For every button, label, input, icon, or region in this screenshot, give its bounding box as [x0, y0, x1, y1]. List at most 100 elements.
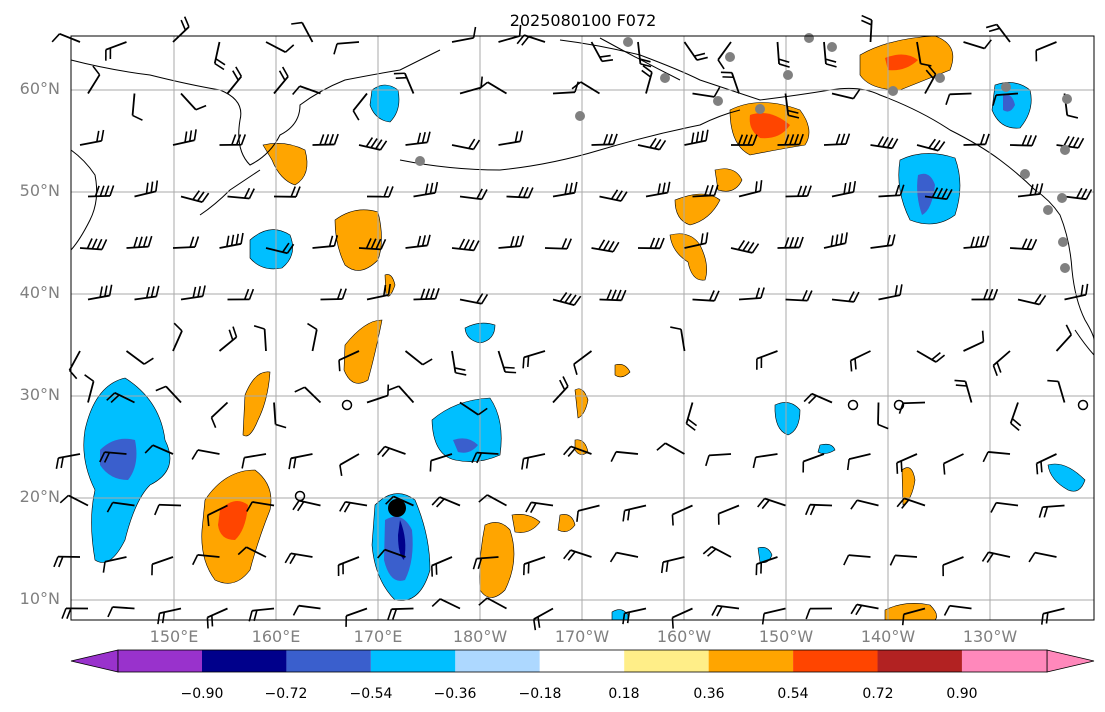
- blue-anomaly-region: [369, 84, 400, 123]
- wind-barb: [237, 546, 267, 558]
- wind-barb: [916, 350, 946, 363]
- colorbar-tick-label: −0.54: [350, 686, 393, 702]
- wind-barb: [265, 242, 295, 255]
- wind-barb: [942, 453, 964, 475]
- wind-barb: [711, 604, 740, 617]
- wind-barb: [498, 130, 524, 146]
- na-west-coastline: [1034, 189, 1095, 341]
- wind-barb: [219, 232, 244, 249]
- wind-barb: [312, 235, 339, 249]
- wind-barb: [777, 133, 804, 146]
- calm-circle: [341, 399, 353, 411]
- wind-barb: [226, 66, 243, 95]
- wind-barb: [273, 66, 289, 95]
- wind-barb: [622, 607, 647, 625]
- wind-barb: [106, 501, 135, 513]
- wind-barb: [61, 607, 89, 619]
- wind-barb: [172, 129, 197, 146]
- orange-anomaly-region: [262, 143, 308, 186]
- wind-barb: [877, 402, 889, 430]
- wind-barb: [916, 138, 946, 152]
- wind-barb: [831, 291, 860, 303]
- wind-barb: [1017, 183, 1044, 198]
- wind-barb: [945, 92, 972, 106]
- kamchatka-coastline: [70, 149, 98, 251]
- wind-barb: [451, 350, 467, 376]
- wind-barb: [206, 607, 228, 629]
- colorbar-segment: [961, 650, 1047, 672]
- wind-barb: [172, 322, 183, 352]
- wind-barb: [521, 453, 546, 470]
- wind-barb: [963, 235, 990, 249]
- colorbar-tick-label: 0.90: [946, 686, 977, 702]
- wind-barb: [59, 494, 89, 507]
- wind-barb: [227, 187, 255, 200]
- wind-barb: [1040, 607, 1065, 625]
- wind-barb: [366, 384, 390, 404]
- wind-barb: [84, 374, 95, 403]
- wind-barb: [610, 450, 639, 463]
- wind-barb: [157, 607, 182, 625]
- wind-barb: [563, 549, 592, 561]
- wind-barb: [963, 133, 990, 146]
- colorbar-tick-label: 0.36: [693, 686, 724, 702]
- wind-barb: [210, 401, 229, 429]
- colorbar-segment: [118, 650, 202, 672]
- orange-anomaly-region: [242, 371, 271, 437]
- wind-barb: [87, 185, 115, 198]
- wind-barb: [924, 65, 937, 94]
- wind-barb: [784, 93, 800, 119]
- red-anomaly-core: [749, 112, 790, 139]
- wind-barb: [1028, 551, 1057, 563]
- wind-barb: [552, 292, 582, 307]
- wind-barb: [692, 86, 721, 98]
- wind-barb: [246, 501, 275, 512]
- wind-barb: [831, 180, 857, 198]
- wind-barb: [377, 445, 406, 458]
- wind-barb: [219, 134, 247, 146]
- lon-label: 170°E: [354, 627, 403, 646]
- wind-barb: [752, 453, 778, 469]
- wind-barb: [823, 133, 851, 146]
- wind-barb: [294, 386, 322, 404]
- wind-barb: [645, 181, 671, 198]
- wind-barb: [823, 232, 848, 249]
- wind-barb: [803, 392, 833, 405]
- wind-barb: [717, 504, 740, 525]
- lon-label: 170°W: [555, 627, 610, 646]
- wind-barb: [685, 402, 698, 431]
- wind-barb: [338, 350, 360, 372]
- wind-barb: [1009, 402, 1022, 431]
- lon-label: 130°W: [963, 627, 1018, 646]
- wind-barb: [573, 350, 593, 375]
- gray-marker: [1058, 237, 1068, 247]
- lat-label: 40°N: [20, 283, 60, 302]
- wind-barb: [388, 385, 415, 404]
- wind-barb: [431, 598, 461, 610]
- wind-barb: [571, 81, 600, 95]
- wind-barb: [172, 236, 200, 249]
- wind-barb: [963, 330, 985, 352]
- colorbar-frame: [117, 649, 1048, 673]
- blue-anomaly-core: [1003, 94, 1015, 112]
- orange-anomaly-region: [557, 514, 576, 532]
- wind-barb: [172, 16, 190, 43]
- wind-barb: [102, 556, 127, 573]
- gray-marker: [935, 73, 945, 83]
- blue-anomaly-core: [398, 520, 406, 560]
- wind-barb: [87, 65, 101, 94]
- wind-barb: [292, 85, 321, 96]
- red-anomaly-core: [885, 54, 918, 71]
- wind-barb: [387, 607, 414, 620]
- gray-marker: [1001, 82, 1011, 92]
- wind-barb: [870, 234, 896, 249]
- wind-barb: [430, 556, 453, 577]
- gray-marker: [1060, 145, 1070, 155]
- wind-barb: [804, 503, 833, 516]
- orange-anomaly-region: [343, 319, 383, 384]
- wind-barb: [218, 326, 238, 352]
- wind-barb: [684, 129, 709, 146]
- wind-barb: [471, 451, 499, 464]
- wind-barb: [861, 14, 873, 43]
- wind-barbs: [51, 14, 1093, 631]
